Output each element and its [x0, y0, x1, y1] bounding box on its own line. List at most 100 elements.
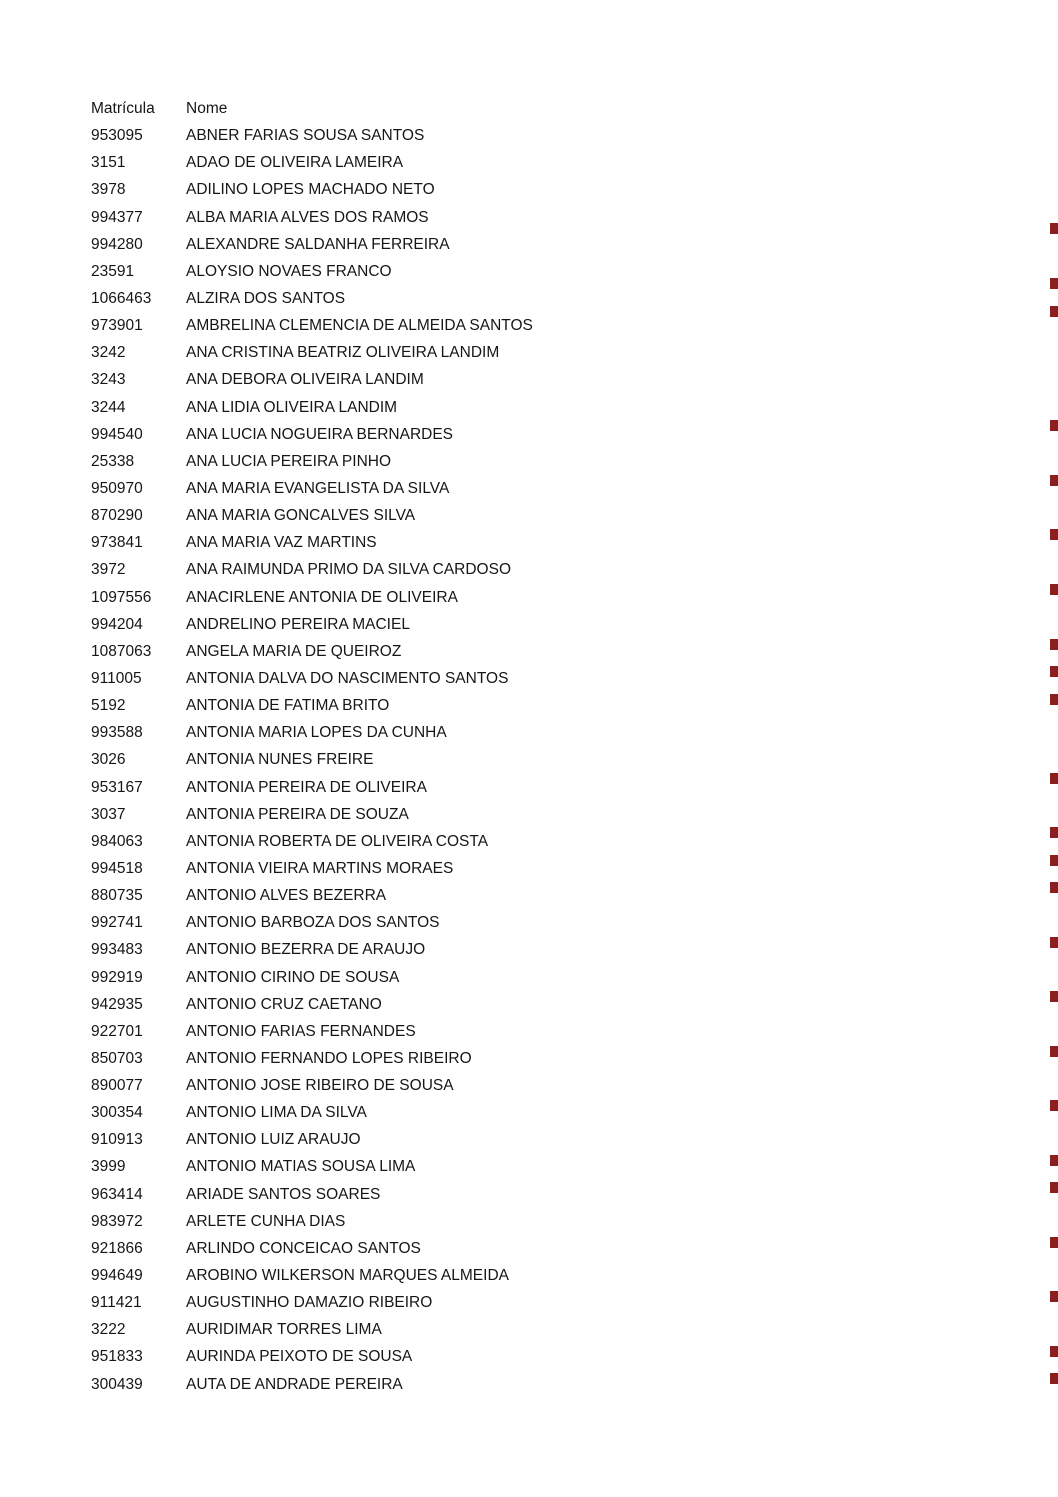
matricula-cell: 3151: [91, 154, 126, 172]
matricula-cell: 953167: [91, 778, 143, 796]
nome-cell: ANTONIO ALVES BEZERRA: [186, 887, 387, 905]
matricula-cell: 3242: [91, 344, 126, 362]
nome-cell: AURIDIMAR TORRES LIMA: [186, 1321, 382, 1339]
table-row: 994649 AROBINO WILKERSON MARQUES ALMEIDA: [91, 1262, 533, 1289]
nome-cell: AUGUSTINHO DAMAZIO RIBEIRO: [186, 1294, 433, 1312]
nome-cell: ANTONIA MARIA LOPES DA CUNHA: [186, 724, 447, 742]
nome-cell: AMBRELINA CLEMENCIA DE ALMEIDA SANTOS: [186, 317, 533, 335]
table-row: 300354 ANTONIO LIMA DA SILVA: [91, 1099, 533, 1126]
table-row: 973901 AMBRELINA CLEMENCIA DE ALMEIDA SA…: [91, 312, 533, 339]
table-row: 300439 AUTA DE ANDRADE PEREIRA: [91, 1371, 533, 1398]
edge-marker: [1050, 529, 1058, 540]
matricula-cell: 25338: [91, 452, 135, 470]
table-row: 983972 ARLETE CUNHA DIAS: [91, 1208, 533, 1235]
nome-cell: ALZIRA DOS SANTOS: [186, 289, 346, 307]
table-row: 3999 ANTONIO MATIAS SOUSA LIMA: [91, 1153, 533, 1180]
table-row: 3243 ANA DEBORA OLIVEIRA LANDIM: [91, 366, 533, 393]
table-row: 953167 ANTONIA PEREIRA DE OLIVEIRA: [91, 774, 533, 801]
table-row: 973841 ANA MARIA VAZ MARTINS: [91, 529, 533, 556]
nome-cell: ANA LIDIA OLIVEIRA LANDIM: [186, 398, 398, 416]
nome-cell: ANTONIO FERNANDO LOPES RIBEIRO: [186, 1049, 472, 1067]
nome-cell: ALEXANDRE SALDANHA FERREIRA: [186, 235, 450, 253]
nome-cell: ABNER FARIAS SOUSA SANTOS: [186, 127, 425, 145]
matricula-cell: 3037: [91, 805, 126, 823]
matricula-cell: 942935: [91, 995, 143, 1013]
table-row: 994204 ANDRELINO PEREIRA MACIEL: [91, 611, 533, 638]
matricula-cell: 984063: [91, 832, 143, 850]
table-row: 910913 ANTONIO LUIZ ARAUJO: [91, 1126, 533, 1153]
edge-marker: [1050, 1155, 1058, 1166]
matricula-cell: 993588: [91, 724, 143, 742]
table-row: 992741 ANTONIO BARBOZA DOS SANTOS: [91, 909, 533, 936]
matricula-cell: 3999: [91, 1158, 126, 1176]
matricula-cell: 1097556: [91, 588, 152, 606]
matricula-cell: 870290: [91, 507, 143, 525]
table-row: 994540 ANA LUCIA NOGUEIRA BERNARDES: [91, 421, 533, 448]
nome-cell: ANA CRISTINA BEATRIZ OLIVEIRA LANDIM: [186, 344, 500, 362]
edge-marker: [1050, 1182, 1058, 1193]
edge-marker: [1050, 855, 1058, 866]
table-row: 3244 ANA LIDIA OLIVEIRA LANDIM: [91, 394, 533, 421]
matricula-cell: 3244: [91, 398, 126, 416]
nome-cell: ANTONIA NUNES FREIRE: [186, 751, 374, 769]
matricula-cell: 921866: [91, 1239, 143, 1257]
nome-cell: ANTONIO CRUZ CAETANO: [186, 995, 382, 1013]
matricula-cell: 5192: [91, 697, 126, 715]
table-row: 922701 ANTONIO FARIAS FERNANDES: [91, 1018, 533, 1045]
edge-marker: [1050, 306, 1058, 317]
edge-marker: [1050, 584, 1058, 595]
matricula-cell: 994377: [91, 208, 143, 226]
nome-cell: ANTONIO LUIZ ARAUJO: [186, 1131, 361, 1149]
nome-cell: AROBINO WILKERSON MARQUES ALMEIDA: [186, 1267, 509, 1285]
matricula-cell: 300439: [91, 1375, 143, 1393]
nome-cell: ALOYSIO NOVAES FRANCO: [186, 262, 392, 280]
edge-marker: [1050, 223, 1058, 234]
nome-cell: ANA MARIA VAZ MARTINS: [186, 534, 377, 552]
table-row: 994377 ALBA MARIA ALVES DOS RAMOS: [91, 204, 533, 231]
matricula-cell: 890077: [91, 1077, 143, 1095]
column-header-nome: Nome: [186, 100, 228, 117]
nome-cell: ANTONIA DE FATIMA BRITO: [186, 697, 390, 715]
edge-marker: [1050, 882, 1058, 893]
matricula-cell: 23591: [91, 262, 135, 280]
nome-cell: ANDRELINO PEREIRA MACIEL: [186, 615, 410, 633]
table-row: 3222 AURIDIMAR TORRES LIMA: [91, 1316, 533, 1343]
nome-cell: ANTONIA DALVA DO NASCIMENTO SANTOS: [186, 669, 509, 687]
table-row: 911421 AUGUSTINHO DAMAZIO RIBEIRO: [91, 1289, 533, 1316]
matricula-cell: 3972: [91, 561, 126, 579]
matricula-cell: 3243: [91, 371, 126, 389]
edge-marker: [1050, 1046, 1058, 1057]
table-row: 993483 ANTONIO BEZERRA DE ARAUJO: [91, 936, 533, 963]
nome-cell: ARLINDO CONCEICAO SANTOS: [186, 1239, 421, 1257]
nome-cell: AURINDA PEIXOTO DE SOUSA: [186, 1348, 413, 1366]
nome-cell: ANA LUCIA NOGUEIRA BERNARDES: [186, 425, 454, 443]
table-row: 994280 ALEXANDRE SALDANHA FERREIRA: [91, 231, 533, 258]
nome-cell: ANTONIA PEREIRA DE OLIVEIRA: [186, 778, 427, 796]
member-list: Matrícula Nome 953095 ABNER FARIAS SOUSA…: [91, 95, 533, 1398]
nome-cell: ALBA MARIA ALVES DOS RAMOS: [186, 208, 429, 226]
table-row: 953095 ABNER FARIAS SOUSA SANTOS: [91, 122, 533, 149]
edge-marker: [1050, 773, 1058, 784]
matricula-cell: 3026: [91, 751, 126, 769]
edge-marker: [1050, 278, 1058, 289]
edge-marker: [1050, 1373, 1058, 1384]
matricula-cell: 951833: [91, 1348, 143, 1366]
table-row: 3151 ADAO DE OLIVEIRA LAMEIRA: [91, 149, 533, 176]
matricula-cell: 880735: [91, 887, 143, 905]
edge-marker: [1050, 1237, 1058, 1248]
table-row: 911005 ANTONIA DALVA DO NASCIMENTO SANTO…: [91, 665, 533, 692]
matricula-cell: 994649: [91, 1267, 143, 1285]
nome-cell: ANTONIO CIRINO DE SOUSA: [186, 968, 400, 986]
nome-cell: ANA RAIMUNDA PRIMO DA SILVA CARDOSO: [186, 561, 512, 579]
edge-marker: [1050, 1100, 1058, 1111]
matricula-cell: 994540: [91, 425, 143, 443]
table-row: 890077 ANTONIO JOSE RIBEIRO DE SOUSA: [91, 1072, 533, 1099]
header-row: Matrícula Nome: [91, 95, 533, 122]
nome-cell: ANGELA MARIA DE QUEIROZ: [186, 642, 402, 660]
table-row: 850703 ANTONIO FERNANDO LOPES RIBEIRO: [91, 1045, 533, 1072]
table-row: 3037 ANTONIA PEREIRA DE SOUZA: [91, 801, 533, 828]
matricula-cell: 994280: [91, 235, 143, 253]
matricula-cell: 300354: [91, 1104, 143, 1122]
matricula-cell: 922701: [91, 1022, 143, 1040]
